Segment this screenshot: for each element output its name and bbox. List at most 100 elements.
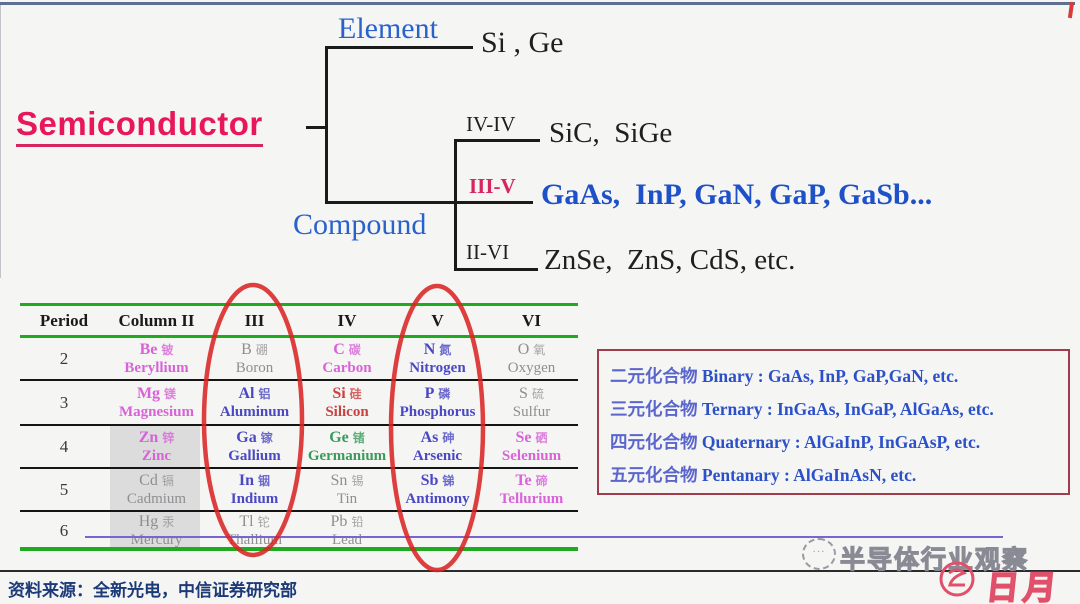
element-cell: Ga 镓 Gallium	[205, 429, 304, 465]
element-chinese-name: 镓	[260, 430, 273, 445]
element-symbol: Se	[515, 428, 532, 446]
element-chinese-name: 氧	[533, 342, 546, 357]
top-border-line	[0, 2, 1075, 5]
element-english-name: Magnesium	[119, 403, 194, 420]
branch-label-iivi: II-VI	[466, 240, 510, 264]
element-symbol: Mg	[136, 384, 161, 402]
element-cell: B 硼 Boron	[205, 341, 304, 377]
table-row: 4 Zn 锌 Zinc Ga 镓 Gallium Ge 锗 Germanium As 砷 Arsenic…	[20, 426, 578, 469]
table-row: 3 Mg 镁 Magnesium Al 铝 Aluminum Si 硅 Silicon P 磷 Phos…	[20, 381, 578, 426]
source-note: 资料来源：全新光电，中信证券研究部	[8, 581, 297, 600]
header-column4: IV	[337, 310, 357, 330]
table-body: 2 Be 铍 Beryllium B 硼 Boron C 碳 Carbon N 氮 Nitrogen O 氧…	[20, 338, 578, 550]
compound-family-chinese: 五元化合物	[610, 465, 702, 485]
element-cell: Hg 汞 Mercury	[108, 513, 205, 549]
element-chinese-name: 汞	[162, 515, 175, 529]
element-chinese-name: 磷	[438, 386, 451, 401]
element-symbol: Sn	[330, 471, 348, 489]
element-cell: Mg 镁 Magnesium	[108, 385, 205, 421]
element-chinese-name: 硅	[349, 386, 362, 401]
element-symbol: Hg	[138, 513, 159, 530]
element-english-name: Tin	[336, 490, 358, 507]
element-cell: Pb 铅 Lead	[304, 513, 390, 549]
table-row: 5 Cd 镉 Cadmium In 铟 Indium Sn 锡 Tin Sb 锑 Antimony Te 碲…	[20, 469, 578, 512]
element-chinese-name: 铅	[351, 515, 364, 529]
element-english-name: Sulfur	[512, 403, 551, 420]
element-cell: Ge 锗 Germanium	[304, 429, 390, 465]
element-cell: Be 铍 Beryllium	[108, 341, 205, 377]
element-english-name: Selenium	[501, 447, 562, 464]
compound-family-line: 五元化合物 Pentanary : AlGaInAsN, etc.	[610, 459, 1057, 492]
element-cell: In 铟 Indium	[205, 472, 304, 508]
compound-family-english: Ternary : InGaAs, InGaP, AlGaAs, etc.	[701, 399, 994, 419]
element-chinese-name: 硼	[255, 342, 268, 357]
corner-red-mark	[1067, 1, 1075, 19]
table-row: 6 Hg 汞 Mercury Tl 铊 Thallium Pb 铅 Lead	[20, 512, 578, 550]
element-cell: Tl 铊 Thallium	[205, 513, 304, 549]
header-column5: V	[431, 310, 444, 330]
page-title: Semiconductor	[16, 105, 263, 147]
tree-root-tick-line	[306, 126, 328, 129]
element-chinese-name: 锌	[162, 430, 175, 445]
table-header-row: Period Column II III IV V VI	[20, 303, 578, 338]
element-english-name: Antimony	[405, 490, 470, 507]
compound-family-english: Binary : GaAs, InP, GaP,GaN, etc.	[701, 366, 959, 386]
tree-compound-label: Compound	[293, 208, 427, 241]
tree-element-items: Si , Ge	[481, 26, 564, 59]
element-symbol: Tl	[239, 513, 254, 530]
element-chinese-name: 锗	[352, 430, 365, 445]
element-english-name: Arsenic	[412, 447, 463, 464]
element-symbol: Al	[238, 384, 255, 402]
element-english-name: Aluminum	[219, 403, 290, 420]
watermark-pink-text: 日月辰	[983, 570, 1062, 604]
element-chinese-name: 硫	[531, 386, 544, 401]
compound-family-line: 三元化合物 Ternary : InGaAs, InGaP, AlGaAs, e…	[610, 393, 1057, 426]
watermark-gray-text: 半导体行业观察	[839, 546, 1030, 574]
element-symbol: N	[423, 340, 436, 358]
compound-family-english: Quaternary : AlGaInP, InGaAsP, etc.	[701, 432, 981, 452]
tree-iviv-branch-line	[454, 139, 540, 142]
column2-grey-highlight	[110, 424, 200, 547]
element-english-name: Tellurium	[499, 490, 564, 507]
tree-element-branch-line	[325, 46, 473, 49]
element-english-name: Phosphorus	[399, 403, 476, 420]
footer-divider-line	[0, 570, 1080, 572]
element-symbol: In	[238, 471, 255, 489]
element-cell: N 氮 Nitrogen	[390, 341, 485, 377]
element-symbol: O	[517, 340, 530, 358]
element-symbol: Si	[332, 384, 346, 402]
element-symbol: Cd	[139, 471, 158, 489]
compound-family-line: 四元化合物 Quaternary : AlGaInP, InGaAsP, etc…	[610, 426, 1057, 459]
element-cell: Te 碲 Tellurium	[485, 472, 578, 508]
element-english-name: Beryllium	[124, 359, 189, 376]
purple-underline	[85, 536, 1003, 538]
left-edge-line	[0, 5, 1, 278]
period-number: 3	[59, 392, 69, 412]
tree-compound-branch-line	[325, 201, 533, 204]
element-symbol: B	[241, 340, 252, 358]
element-cell: C 碳 Carbon	[304, 341, 390, 377]
element-symbol: As	[420, 428, 439, 446]
element-english-name: Indium	[230, 490, 279, 507]
element-chinese-name: 硒	[535, 430, 548, 445]
element-english-name: Gallium	[228, 447, 281, 464]
element-chinese-name: 铍	[161, 342, 174, 357]
element-symbol: Ga	[236, 428, 257, 446]
compound-family-chinese: 四元化合物	[610, 432, 702, 452]
compound-family-chinese: 三元化合物	[610, 399, 702, 419]
element-chinese-name: 铝	[258, 386, 271, 401]
tree-compound-bracket-line	[454, 139, 457, 271]
element-cell: Se 硒 Selenium	[485, 429, 578, 465]
element-cell: Si 硅 Silicon	[304, 385, 390, 421]
element-english-name: Germanium	[307, 447, 387, 464]
branch-label-iiiv: III-V	[469, 174, 516, 198]
element-chinese-name: 镉	[161, 473, 174, 488]
header-column6: VI	[522, 310, 541, 330]
tree-iivi-branch-line	[454, 268, 538, 271]
period-number: 5	[59, 479, 69, 499]
tree-element-label: Element	[338, 12, 438, 45]
element-cell: Al 铝 Aluminum	[205, 385, 304, 421]
element-cell: Zn 锌 Zinc	[108, 429, 205, 465]
branch-items-iiiv: GaAs, InP, GaN, GaP, GaSb...	[541, 178, 933, 211]
element-chinese-name: 氮	[439, 342, 452, 357]
